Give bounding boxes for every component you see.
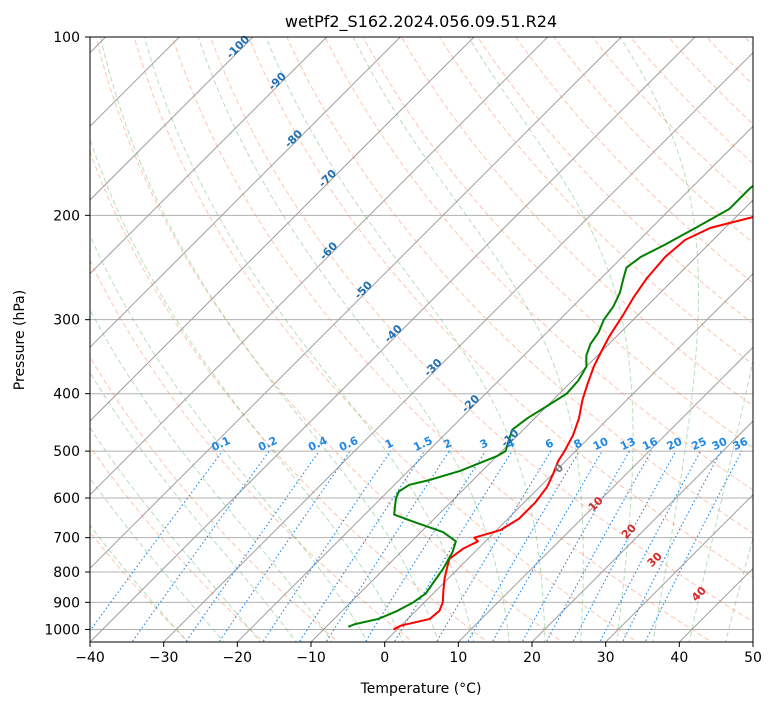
chart-title: wetPf2_S162.2024.056.09.51.R24 — [285, 12, 557, 32]
dry-adiabat — [90, 150, 489, 642]
isotherm-gridline — [605, 493, 753, 642]
mixing-ratio-line — [298, 450, 425, 642]
x-tick-label: −40 — [75, 650, 105, 666]
y-axis-label: Pressure (hPa) — [12, 290, 28, 390]
moist-adiabat — [90, 371, 297, 642]
y-tick-label: 200 — [53, 208, 80, 224]
dry-adiabat — [95, 37, 564, 642]
moist-adiabat — [90, 234, 369, 642]
moist-adiabat — [265, 37, 546, 642]
x-tick-label: −10 — [296, 650, 326, 666]
x-tick-label: −30 — [149, 650, 179, 666]
mixing-ratio-line — [621, 450, 722, 642]
dry-adiabat — [90, 356, 339, 642]
mixing-ratio-line — [393, 450, 513, 642]
y-tick-label: 400 — [53, 387, 80, 403]
moist-adiabat — [467, 37, 634, 642]
isotherm-gridline — [310, 199, 753, 642]
mixing-ratio-line — [364, 450, 486, 642]
moist-adiabat — [688, 358, 753, 642]
moist-adiabat — [725, 536, 753, 642]
data-lines — [347, 184, 753, 631]
dry-adiabat — [171, 37, 713, 642]
dry-adiabat — [324, 37, 753, 491]
y-tick-label: 100 — [53, 30, 80, 46]
mixing-ratio-line — [599, 450, 702, 642]
isotherm-gridline — [163, 51, 753, 642]
isotherm-gridline — [457, 346, 753, 642]
isotherm-gridline — [90, 37, 696, 642]
y-axis: 1000 900 800 700 600 500 400 300 200 100 — [44, 30, 90, 638]
x-tick-label: 20 — [523, 650, 541, 666]
moist-adiabat — [143, 37, 475, 642]
mixing-ratio-label: 30 — [710, 435, 730, 453]
dry-adiabat — [286, 37, 753, 534]
isotherm-gridline — [90, 37, 401, 349]
mixing-ratio-line — [131, 450, 270, 642]
mixing-ratio-line — [572, 450, 677, 642]
mixing-ratio-label: 16 — [640, 435, 660, 453]
dry-adiabat — [209, 37, 753, 623]
dry-adiabat — [90, 531, 190, 642]
x-tick-label: 30 — [597, 650, 615, 666]
mixing-ratio-label: 36 — [731, 435, 751, 453]
mixing-ratio-line — [185, 450, 320, 642]
mixing-ratio-line — [325, 450, 450, 642]
moist-adiabat — [352, 37, 584, 642]
mixing-ratio-label: 13 — [618, 435, 637, 453]
y-tick-label: 500 — [53, 444, 80, 460]
dewpoint-profile-line — [347, 184, 753, 628]
moist-adiabat — [90, 137, 404, 642]
isotherm-gridline — [236, 125, 753, 642]
dry-adiabat — [362, 37, 753, 449]
y-tick-label: 300 — [53, 313, 80, 329]
x-tick-label: 40 — [670, 650, 688, 666]
mixing-ratio-line — [90, 450, 223, 632]
mixing-ratio-label: 10 — [591, 435, 611, 453]
x-tick-label: 50 — [744, 650, 762, 666]
moist-adiabat — [90, 477, 225, 642]
temperature-profile-line — [393, 216, 753, 631]
dry-adiabat — [133, 37, 638, 642]
moist-adiabat — [90, 524, 188, 642]
isotherm-gridline — [90, 37, 475, 422]
mixing-ratio-label: 25 — [689, 435, 708, 453]
x-axis: −40 −30 −20 −10 0 10 20 30 40 50 — [75, 642, 762, 666]
mixing-ratio-label: 20 — [665, 435, 685, 453]
moist-adiabat — [197, 37, 510, 642]
isotherm-gridline — [531, 420, 753, 642]
moist-adiabat — [90, 308, 333, 642]
moist-adiabat — [619, 37, 700, 642]
mixing-ratio-line — [262, 450, 392, 642]
dry-adiabat — [90, 259, 414, 642]
x-axis-label: Temperature (°C) — [360, 681, 482, 697]
x-tick-label: 0 — [380, 650, 389, 666]
isotherm-gridline — [384, 272, 753, 642]
mixing-ratio-line — [466, 450, 580, 642]
background-lines — [90, 37, 753, 642]
moist-adiabat — [90, 426, 261, 642]
plot-frame — [89, 36, 754, 643]
y-tick-label: 800 — [53, 565, 80, 581]
dry-adiabat — [438, 37, 753, 366]
y-tick-label: 900 — [53, 595, 80, 611]
isotherm-gridline — [90, 37, 328, 275]
y-tick-label: 600 — [53, 491, 80, 507]
mixing-ratio-line — [218, 450, 351, 642]
y-tick-label: 700 — [53, 531, 80, 547]
isotherm-gridline — [90, 37, 254, 201]
moist-adiabat — [100, 37, 439, 642]
isotherm-gridline — [90, 37, 549, 496]
isotherm-gridline — [90, 37, 622, 570]
x-tick-label: −20 — [223, 650, 253, 666]
dry-adiabat — [248, 37, 753, 578]
y-tick-label: 1000 — [44, 622, 80, 638]
x-tick-label: 10 — [449, 650, 467, 666]
